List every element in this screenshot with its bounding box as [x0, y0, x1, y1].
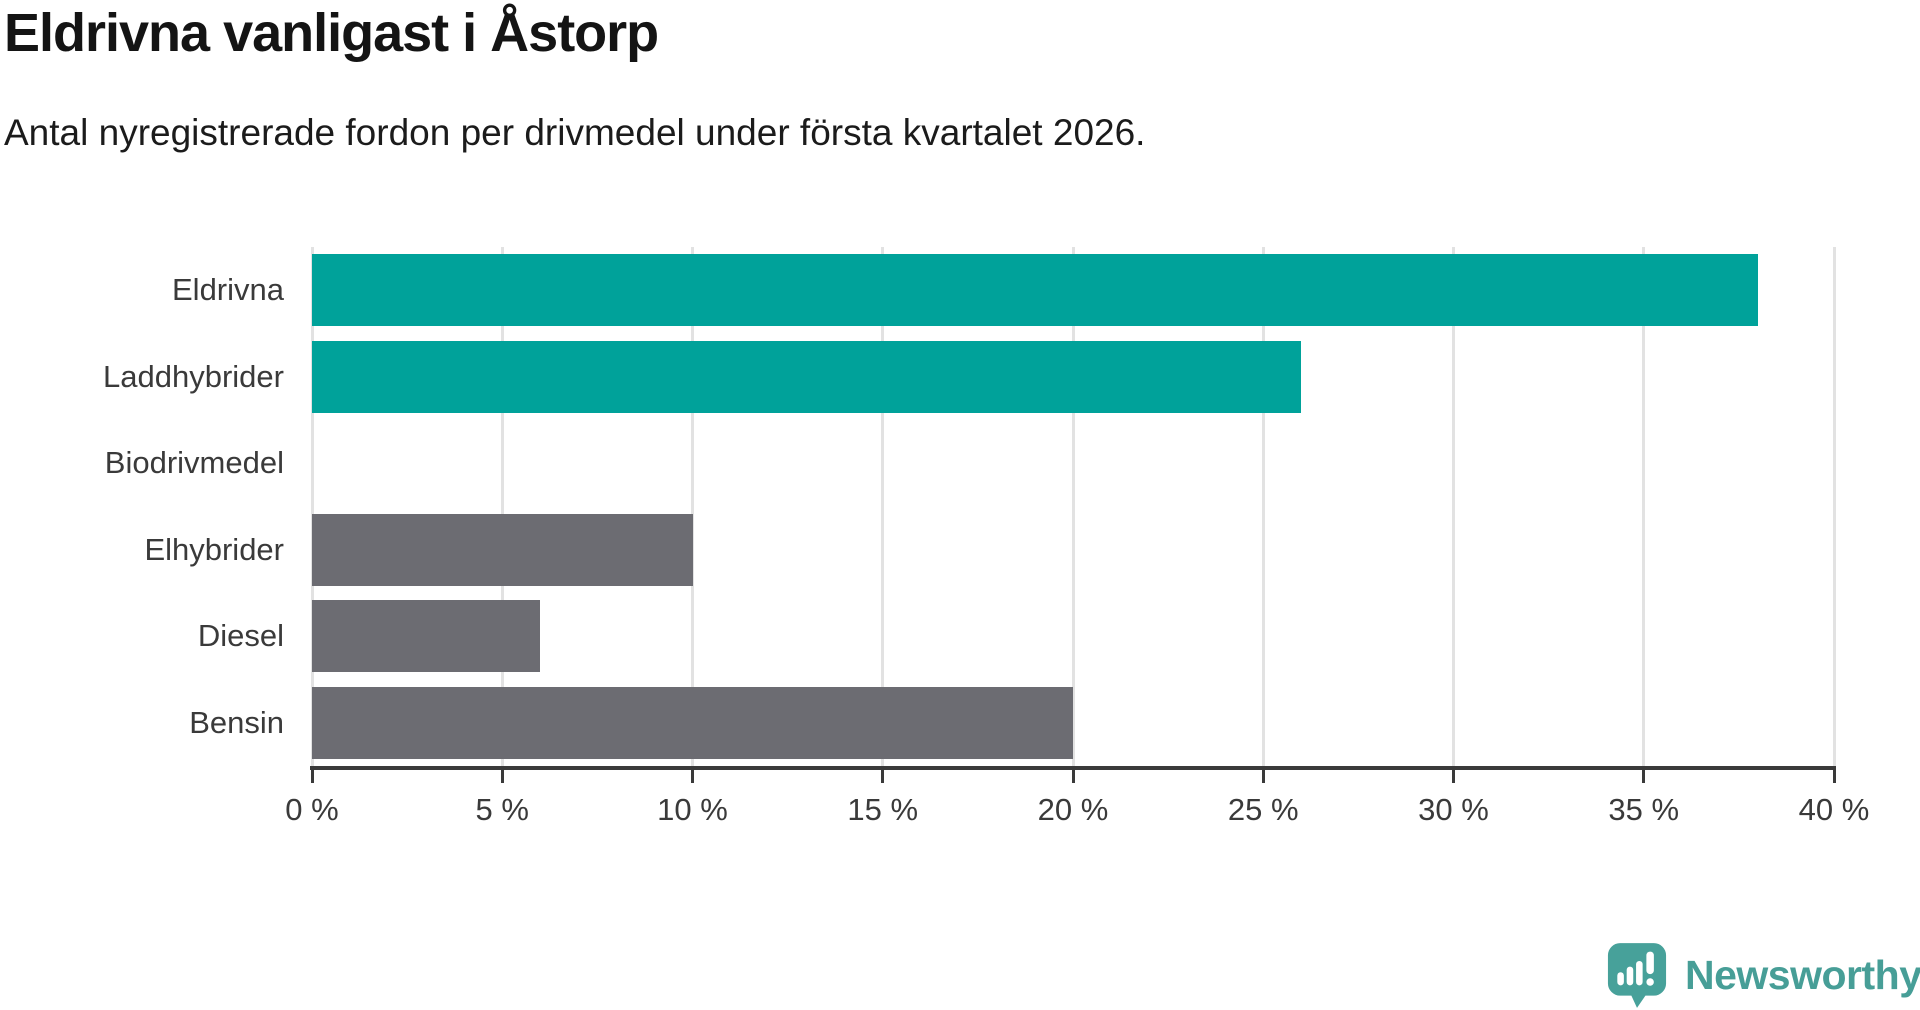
category-label-elhybrider: Elhybrider: [144, 531, 284, 567]
x-axis-label-5%: 5 %: [475, 792, 529, 827]
bar-diesel: [312, 600, 541, 673]
x-axis-tick-25%: [1261, 770, 1265, 783]
category-label-biodrivmedel: Biodrivmedel: [104, 445, 284, 481]
x-axis-line: [310, 766, 1836, 770]
gridline-20%: [1071, 247, 1075, 766]
x-axis-tick-5%: [500, 770, 504, 783]
gridline-0%: [310, 247, 314, 766]
category-label-bensin: Bensin: [189, 704, 284, 740]
x-axis-tick-40%: [1832, 770, 1836, 783]
category-label-eldrivna: Eldrivna: [172, 272, 284, 308]
gridline-40%: [1832, 247, 1836, 766]
newsworthy-logo-text: Newsworthy: [1685, 951, 1920, 998]
x-axis-tick-30%: [1452, 770, 1455, 783]
bar-bensin: [312, 686, 1073, 759]
gridline-15%: [881, 247, 885, 766]
x-axis-label-25%: 25 %: [1227, 792, 1299, 827]
newsworthy-logo: Newsworthy: [1607, 942, 1920, 1008]
x-axis-label-35%: 35 %: [1608, 792, 1680, 827]
x-axis-label-40%: 40 %: [1798, 792, 1870, 827]
gridline-5%: [500, 247, 504, 766]
category-label-laddhybrider: Laddhybrider: [103, 358, 284, 394]
bar-eldrivna: [312, 254, 1758, 327]
newsworthy-logo-icon: [1607, 943, 1667, 1008]
x-axis-tick-15%: [881, 770, 885, 783]
chart-title: Eldrivna vanligast i Åstorp: [4, 3, 659, 63]
gridline-35%: [1642, 247, 1646, 766]
bar-laddhybrider: [312, 340, 1302, 413]
x-axis-label-0%: 0 %: [285, 792, 339, 827]
bar-elhybrider: [312, 513, 693, 586]
gridline-10%: [691, 247, 694, 766]
gridline-30%: [1452, 247, 1455, 766]
x-axis-label-15%: 15 %: [847, 792, 919, 827]
x-axis-tick-0%: [310, 770, 314, 783]
category-label-diesel: Diesel: [197, 618, 284, 654]
gridline-25%: [1261, 247, 1265, 766]
x-axis-label-30%: 30 %: [1418, 792, 1489, 827]
x-axis-tick-10%: [691, 770, 694, 783]
x-axis-tick-35%: [1642, 770, 1646, 783]
x-axis-tick-20%: [1071, 770, 1075, 783]
chart-subtitle: Antal nyregistrerade fordon per drivmede…: [4, 112, 1146, 153]
x-axis-label-10%: 10 %: [657, 792, 728, 827]
x-axis-label-20%: 20 %: [1037, 792, 1109, 827]
